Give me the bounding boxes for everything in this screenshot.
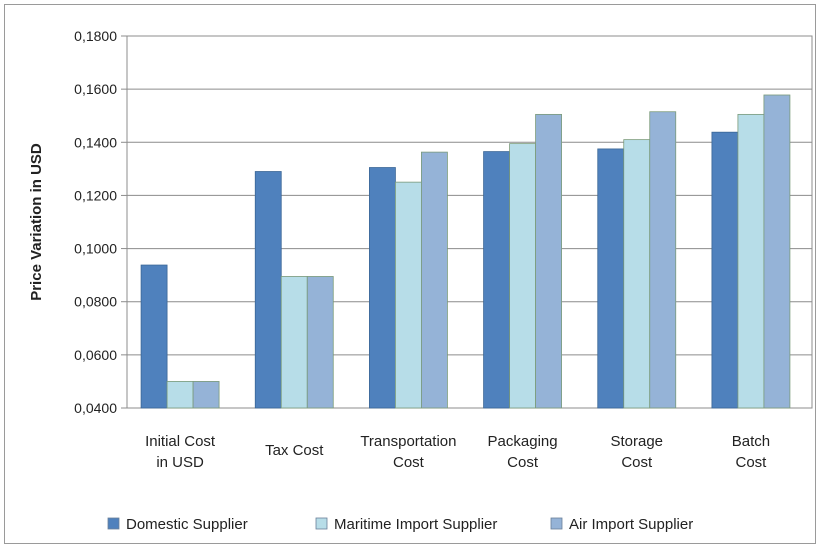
- y-tick-label: 0,1000: [74, 241, 117, 257]
- x-category-label: Initial Cost: [145, 433, 216, 450]
- bar-domestic-supplier: [140, 264, 168, 409]
- bar-air-import-supplier: [306, 276, 334, 409]
- bar-maritime-import-supplier: [280, 276, 308, 409]
- plot-background: [126, 35, 813, 409]
- bars: [140, 94, 791, 409]
- y-tick-label: 0,1400: [74, 134, 117, 150]
- bar-maritime-import-supplier: [395, 181, 422, 409]
- legend-swatch: [107, 517, 120, 530]
- y-tick-label: 0,1600: [74, 81, 117, 97]
- x-category-label: Cost: [621, 454, 653, 471]
- bar-maritime-import-supplier: [509, 143, 536, 409]
- y-tick-label: 0,1200: [74, 187, 117, 203]
- bar-domestic-supplier: [597, 148, 625, 409]
- x-category-label: Cost: [507, 454, 539, 471]
- bar-air-import-supplier: [535, 113, 562, 409]
- legend-label: Maritime Import Supplier: [334, 516, 497, 533]
- legend-label: Air Import Supplier: [569, 516, 693, 533]
- y-axis-label: Price Variation in USD: [28, 143, 45, 301]
- x-category-label: Batch: [732, 433, 770, 450]
- bar-domestic-supplier: [483, 151, 510, 409]
- x-category-label: Transportation: [360, 433, 456, 450]
- bar-air-import-supplier: [763, 94, 791, 409]
- bar-air-import-supplier: [421, 151, 448, 409]
- y-tick-label: 0,0600: [74, 347, 117, 363]
- bar-maritime-import-supplier: [737, 113, 765, 409]
- bar-air-import-supplier: [649, 111, 677, 409]
- bar-maritime-import-supplier: [623, 139, 651, 409]
- y-tick-label: 0,0800: [74, 294, 117, 310]
- x-category-label: Storage: [610, 433, 663, 450]
- x-category-label: Tax Cost: [265, 442, 324, 459]
- y-tick-label: 0,0400: [74, 400, 117, 416]
- legend-swatch: [315, 517, 328, 530]
- bar-air-import-supplier: [192, 381, 220, 409]
- legend-label: Domestic Supplier: [126, 516, 248, 533]
- x-category-label: Packaging: [488, 433, 558, 450]
- legend: Domestic Supplier Maritime Import Supplie…: [107, 516, 693, 533]
- y-tick-label: 0,1800: [74, 28, 117, 44]
- plot-area: [126, 35, 813, 409]
- gridlines: [121, 35, 812, 409]
- y-axis-ticks: 0,0400 0,0600 0,0800 0,1000 0,1200 0,1400 0,16…: [74, 28, 117, 416]
- x-category-label: in USD: [156, 454, 204, 471]
- x-category-label: Cost: [735, 454, 767, 471]
- x-category-label: Cost: [393, 454, 425, 471]
- bar-domestic-supplier: [711, 131, 739, 409]
- bar-domestic-supplier: [254, 171, 282, 409]
- bar-domestic-supplier: [369, 167, 396, 409]
- x-axis-categories: Initial Cost in USD Tax Cost Transportation…: [145, 433, 770, 471]
- bar-maritime-import-supplier: [166, 381, 194, 409]
- legend-swatch: [550, 517, 563, 530]
